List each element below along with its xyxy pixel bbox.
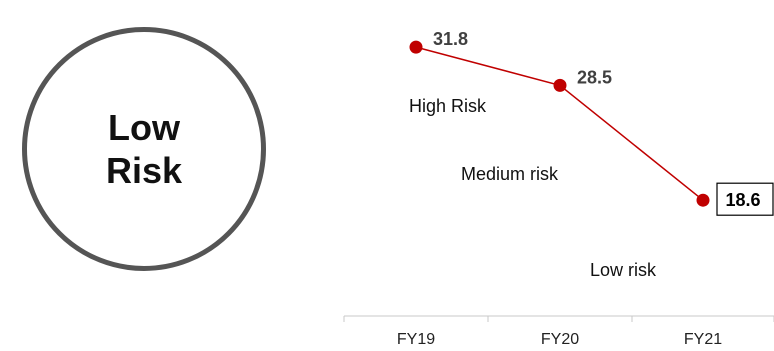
data-label-fy20: 28.5: [577, 67, 612, 87]
zone-label-low: Low risk: [590, 260, 657, 280]
data-point-fy19: [409, 40, 423, 54]
risk-badge-line2: Risk: [105, 150, 183, 191]
data-label-box-fy21: [716, 182, 774, 216]
zone-label-high: High Risk: [409, 96, 487, 116]
risk-badge-line1: Low: [108, 106, 180, 148]
zone-label-medium: Medium risk: [461, 164, 559, 184]
data-point-fy21: [696, 193, 710, 207]
risk-badge: Low Risk: [22, 27, 266, 271]
risk-badge-text: Low Risk: [106, 106, 182, 192]
data-label-fy21: 18.6: [725, 190, 760, 210]
series-line: [415, 46, 704, 201]
x-tick-label-fy21: FY21: [684, 331, 722, 348]
data-label-fy19: 31.8: [433, 29, 468, 49]
series-line-group: 31.8 28.5 18.6: [409, 29, 774, 216]
data-point-fy20: [553, 78, 567, 92]
x-tick-label-fy20: FY20: [541, 331, 579, 348]
x-tick-label-fy19: FY19: [397, 331, 435, 348]
